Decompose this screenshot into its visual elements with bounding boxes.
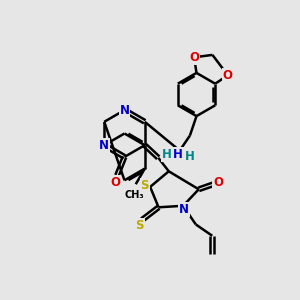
- Text: O: O: [110, 176, 121, 189]
- Text: N: N: [179, 203, 189, 216]
- Text: S: S: [135, 219, 144, 232]
- Text: O: O: [213, 176, 223, 189]
- Text: N: N: [99, 139, 109, 152]
- Text: N: N: [119, 103, 130, 117]
- Text: H: H: [162, 148, 172, 161]
- Text: O: O: [223, 69, 233, 82]
- Text: O: O: [189, 51, 199, 64]
- Text: CH₃: CH₃: [124, 190, 144, 200]
- Text: H: H: [185, 150, 195, 163]
- Text: S: S: [140, 179, 149, 192]
- Text: NH: NH: [164, 148, 184, 161]
